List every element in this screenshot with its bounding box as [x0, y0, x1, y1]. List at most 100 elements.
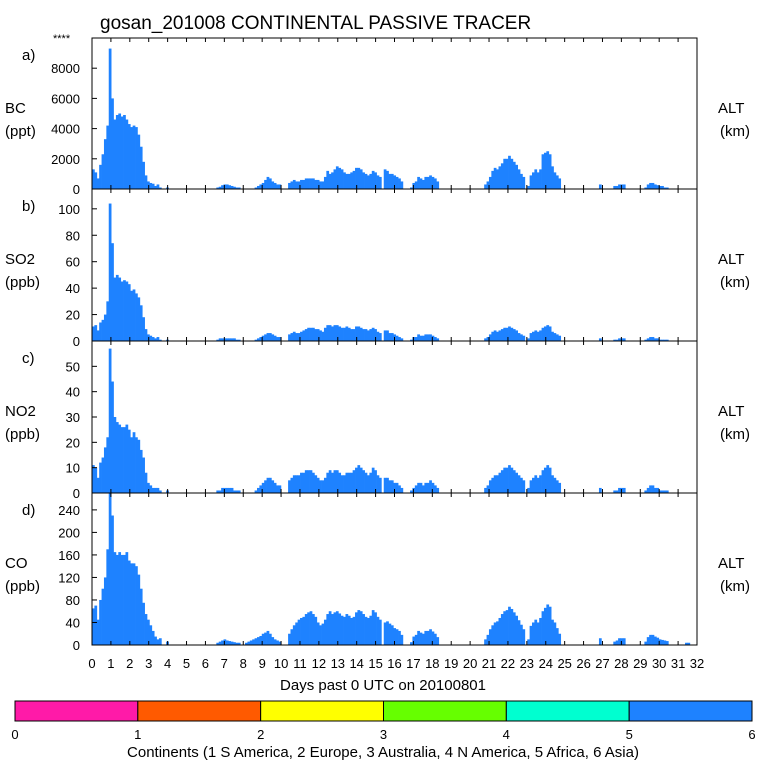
bar	[268, 333, 272, 341]
bar	[613, 339, 617, 341]
bar	[142, 457, 145, 493]
bar	[663, 490, 667, 493]
bar	[350, 172, 353, 189]
bar	[488, 480, 492, 493]
bar	[271, 637, 275, 645]
bar	[522, 629, 526, 645]
bar	[661, 490, 664, 493]
bar	[221, 640, 224, 645]
bar	[534, 169, 538, 189]
bar	[101, 154, 105, 189]
bar	[123, 280, 126, 341]
bar	[615, 640, 619, 645]
bar	[369, 329, 373, 341]
bar	[290, 181, 294, 189]
bar	[307, 470, 310, 493]
bar	[103, 139, 107, 189]
bar	[266, 333, 270, 341]
bar	[333, 612, 337, 645]
bar	[106, 301, 110, 341]
bar	[113, 552, 117, 645]
bar	[359, 467, 363, 493]
bar	[216, 642, 220, 645]
bar	[417, 176, 420, 189]
bar	[529, 175, 533, 189]
bar	[127, 284, 131, 341]
bar	[555, 628, 559, 645]
bar	[515, 164, 518, 189]
bar	[543, 152, 547, 189]
bar	[118, 424, 122, 493]
bar	[498, 166, 502, 189]
bar	[400, 487, 404, 493]
bar	[534, 330, 538, 341]
bar	[343, 616, 346, 645]
bar	[555, 480, 559, 493]
bar	[505, 158, 509, 189]
bar	[120, 116, 124, 189]
bar	[103, 314, 107, 341]
bar	[503, 467, 507, 493]
bar	[510, 158, 514, 189]
bar	[233, 186, 236, 189]
bar	[661, 639, 664, 645]
bar	[321, 331, 325, 341]
bar	[486, 634, 490, 645]
bar	[113, 417, 117, 493]
bar	[493, 475, 497, 493]
bar	[316, 477, 320, 493]
x-tick-label: 8	[240, 656, 247, 671]
bar	[108, 48, 112, 189]
y-tick-label: 0	[73, 182, 80, 197]
bar	[221, 487, 224, 493]
bar	[598, 487, 602, 493]
bar	[505, 610, 509, 645]
bar	[649, 634, 652, 645]
x-tick-label: 19	[444, 656, 458, 671]
bar	[546, 604, 550, 645]
bar	[520, 173, 523, 189]
panel-frame	[91, 188, 698, 342]
bar	[508, 465, 511, 493]
bar	[120, 281, 124, 341]
bar	[221, 338, 224, 341]
bar	[345, 614, 349, 645]
bar	[218, 641, 222, 645]
bar	[264, 480, 267, 493]
bar	[123, 115, 126, 189]
bar	[649, 485, 652, 493]
bar	[536, 331, 540, 341]
bar	[271, 181, 275, 189]
unit-label: (ppt)	[5, 123, 36, 140]
bar	[321, 181, 325, 189]
bar	[328, 173, 332, 189]
bar	[539, 169, 542, 189]
bar	[99, 462, 102, 493]
bar	[345, 173, 349, 189]
bar	[331, 172, 334, 189]
bar	[431, 482, 435, 493]
bar	[321, 480, 325, 493]
bar	[390, 173, 394, 189]
colorbar-segment	[505, 700, 630, 722]
bar	[328, 325, 332, 341]
bar	[613, 185, 617, 189]
bar	[536, 477, 540, 493]
bar	[517, 475, 521, 493]
bar	[137, 297, 141, 341]
bar	[383, 477, 387, 493]
bar	[292, 625, 296, 645]
bar	[261, 335, 265, 341]
colorbar-segment	[14, 700, 139, 722]
bar	[99, 322, 102, 341]
bar	[644, 490, 648, 493]
bar	[319, 181, 322, 189]
colorbar-segment	[260, 700, 385, 722]
bar	[132, 432, 136, 493]
colorbar-segment	[383, 700, 507, 722]
bar	[410, 339, 413, 341]
bar	[259, 184, 263, 189]
bar	[546, 465, 550, 493]
bar	[92, 169, 95, 189]
